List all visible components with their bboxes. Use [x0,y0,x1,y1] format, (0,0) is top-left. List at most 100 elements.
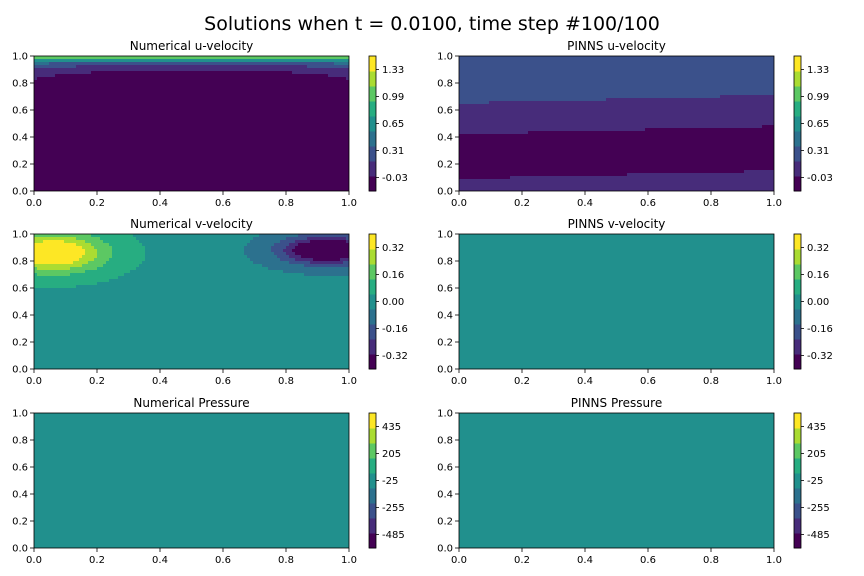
x-tick-label: 1.0 [766,555,782,566]
y-tick-label: 1.0 [12,409,28,420]
x-tick-label: 0.4 [577,198,593,209]
y-tick-label: 0.8 [12,436,28,447]
y-tick-label: 1.0 [12,230,28,241]
colorbar-level [369,354,376,370]
colorbar-tick-label: 1.33 [807,65,829,76]
colorbar-tick-label: -25 [807,476,823,487]
y-tick-label: 0.8 [437,79,453,90]
colorbar-level [794,279,801,295]
x-tick-label: 0.0 [451,198,467,209]
colorbar-level [794,413,801,429]
colorbar-tick-label: -255 [382,503,405,514]
colorbar-level [369,294,376,310]
subplot-title: PINNS u-velocity [567,39,666,53]
colorbar-level [369,161,376,177]
colorbar-level [794,428,801,444]
y-tick-label: 0.6 [437,284,453,295]
colorbar-tick-label: -485 [807,530,830,541]
y-tick-label: 0.8 [437,257,453,268]
y-tick-label: 0.2 [437,160,453,171]
colorbar-level [369,533,376,549]
x-tick-label: 0.6 [640,198,656,209]
colorbar-level [369,249,376,265]
colorbar-level [369,131,376,147]
colorbar-tick-label: 0.31 [382,146,404,157]
y-tick-label: 1.0 [12,52,28,63]
contour-field [34,234,349,369]
colorbar: 1.330.990.650.31-0.03 [369,56,408,192]
colorbar-level [794,101,801,117]
colorbar-tick-label: -255 [807,503,830,514]
x-tick-label: 0.0 [451,555,467,566]
colorbar-level [369,116,376,132]
x-tick-label: 0.4 [152,376,168,387]
colorbar-level [369,71,376,87]
y-tick-label: 0.6 [437,106,453,117]
colorbar-level [369,428,376,444]
y-tick-label: 0.6 [437,463,453,474]
subplot-title: PINNS Pressure [571,396,662,410]
x-tick-label: 0.8 [703,555,719,566]
x-tick-label: 0.4 [577,376,593,387]
colorbar-tick-label: -0.32 [807,351,833,362]
colorbar-tick-label: 0.65 [807,119,829,130]
colorbar-level [369,488,376,504]
x-tick-label: 1.0 [341,376,357,387]
y-tick-label: 0.0 [437,187,453,198]
x-tick-label: 0.2 [514,198,530,209]
colorbar-level [369,413,376,429]
colorbar-level [794,354,801,370]
colorbar-level [794,443,801,459]
y-tick-label: 0.0 [12,544,28,555]
colorbar-level [369,503,376,519]
y-tick-label: 1.0 [437,230,453,241]
colorbar-level [794,458,801,474]
y-tick-label: 0.2 [437,517,453,528]
colorbar-level [794,488,801,504]
colorbar-level [369,56,376,72]
colorbar-level [794,473,801,489]
colorbar-level [369,279,376,295]
subplot-title: Numerical v-velocity [130,217,253,231]
subplot-title: Numerical u-velocity [130,39,254,53]
y-tick-label: 0.4 [12,490,28,501]
contour-field [459,413,774,548]
colorbar-level [794,503,801,519]
y-tick-label: 1.0 [437,409,453,420]
colorbar-tick-label: 205 [807,449,826,460]
colorbar-level [369,176,376,192]
contour-field [459,234,774,369]
colorbar-level [369,146,376,162]
x-tick-label: 1.0 [341,555,357,566]
x-tick-label: 0.8 [278,555,294,566]
x-tick-label: 0.2 [89,555,105,566]
y-tick-label: 0.6 [12,106,28,117]
colorbar-level [794,533,801,549]
colorbar-tick-label: 0.32 [382,243,404,254]
colorbar-level [794,518,801,534]
x-tick-label: 0.6 [215,198,231,209]
x-tick-label: 0.4 [152,198,168,209]
x-tick-label: 0.0 [26,376,42,387]
colorbar-level [369,309,376,325]
y-tick-label: 0.8 [437,436,453,447]
colorbar-tick-label: 0.65 [382,119,404,130]
colorbar-tick-label: 0.00 [382,297,404,308]
y-tick-label: 0.4 [437,490,453,501]
x-tick-label: 0.8 [703,198,719,209]
colorbar: 1.330.990.650.31-0.03 [794,56,833,192]
y-tick-label: 0.2 [12,517,28,528]
x-tick-label: 1.0 [766,198,782,209]
colorbar-tick-label: 435 [382,422,401,433]
x-tick-label: 1.0 [766,376,782,387]
x-tick-label: 1.0 [341,198,357,209]
contour-field [459,56,774,191]
colorbar-level [369,443,376,459]
x-tick-label: 0.4 [152,555,168,566]
x-tick-label: 0.8 [278,198,294,209]
